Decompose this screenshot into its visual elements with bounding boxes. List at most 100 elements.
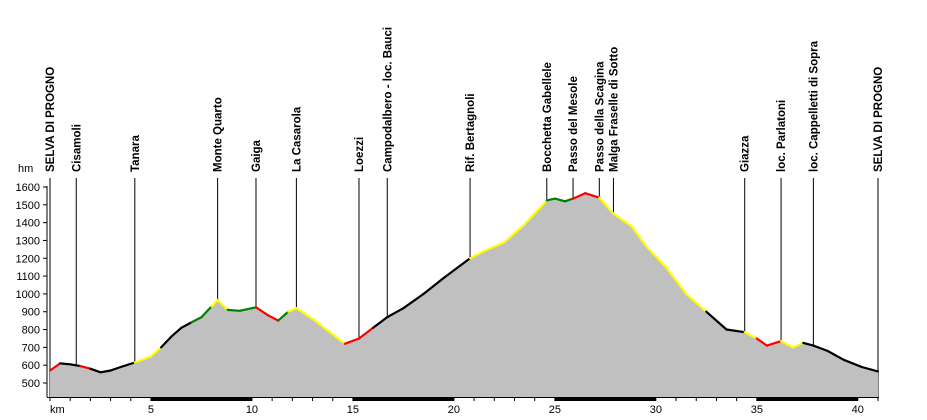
profile-segment <box>357 326 375 340</box>
x-tick-label: 35 <box>751 404 763 416</box>
profile-segment <box>545 197 557 202</box>
x-tick-label: 10 <box>246 404 258 416</box>
profile-segment <box>287 307 298 313</box>
x-tick-label: 25 <box>549 404 561 416</box>
profile-segment <box>584 192 601 199</box>
x-axis-label: km <box>50 404 65 416</box>
profile-segment <box>860 365 880 373</box>
profile-segment <box>210 299 219 308</box>
y-tick-label: 800 <box>22 325 40 337</box>
waypoint-label: Passo del Mesole <box>568 76 580 172</box>
waypoint-label: Passo della Scagina <box>594 61 606 172</box>
waypoint-label: loc. Parlatoni <box>776 100 788 172</box>
profile-segment <box>664 266 688 295</box>
profile-segment <box>133 355 153 364</box>
profile-segment <box>842 358 863 369</box>
profile-segment <box>200 305 213 319</box>
profile-segment <box>343 337 361 345</box>
waypoint-label: Cisamoli <box>71 124 83 172</box>
profile-segment <box>725 328 746 334</box>
waypoint-label: Loezzi <box>354 137 366 172</box>
x-tick-label: 15 <box>347 404 359 416</box>
profile-segment <box>826 349 845 361</box>
profile-segment <box>277 310 290 322</box>
profile-segment <box>598 196 615 215</box>
profile-segment <box>792 341 805 349</box>
profile-segment <box>58 362 72 366</box>
profile-segment <box>79 365 92 370</box>
y-ticks: 500 600 700 800 900 1000 1100 1200 1300 1400 1500 1… <box>16 182 47 390</box>
y-tick-label: 1200 <box>16 253 40 265</box>
profile-segment <box>149 346 163 358</box>
profile-segment <box>644 244 668 269</box>
profile-segment <box>89 367 102 374</box>
profile-segment <box>402 292 425 310</box>
profile-segment <box>69 363 82 368</box>
profile-segment <box>170 326 183 338</box>
profile-segment <box>802 341 815 347</box>
profile-segment <box>765 340 783 347</box>
profile-segment <box>483 241 506 253</box>
x-tick-label: 5 <box>148 404 154 416</box>
waypoint-label: loc. Cappelletti di Sopra <box>808 40 820 172</box>
profile-segment <box>630 225 647 247</box>
profile-segment <box>523 199 548 226</box>
waypoint-label: Malga Fraselle di Sotto <box>608 47 620 172</box>
y-tick-label: 1600 <box>16 182 40 194</box>
profile-segment <box>705 310 728 331</box>
profile-segment <box>386 307 405 319</box>
profile-segment <box>190 316 203 324</box>
x-scale-band <box>756 397 858 401</box>
profile-segment <box>553 197 567 203</box>
profile-area-layer <box>50 193 878 397</box>
profile-segment <box>295 307 314 320</box>
y-tick-label: 500 <box>22 378 40 390</box>
profile-segment <box>442 257 472 279</box>
waypoint-label: SELVA DI PROGNO <box>873 67 885 172</box>
profile-segment <box>612 212 633 228</box>
waypoint-label: Giazza <box>740 135 752 172</box>
profile-segment <box>267 314 280 322</box>
profile-segment <box>254 306 270 317</box>
profile-line-layer <box>48 192 880 374</box>
waypoint-label: Rif. Bertagnoli <box>465 93 477 172</box>
y-tick-label: 600 <box>22 360 40 372</box>
y-tick-label: 1400 <box>16 218 40 230</box>
profile-segment <box>503 223 526 244</box>
profile-segment <box>109 365 122 372</box>
waypoint-label: Bocchetta Gabellele <box>542 62 554 172</box>
waypoint-label: Campodalbero - loc. Bauci <box>382 27 394 172</box>
waypoint-label: Monte Quarto <box>213 97 225 172</box>
y-tick-label: 900 <box>22 307 40 319</box>
x-tick-label: 30 <box>650 404 662 416</box>
profile-segment <box>180 321 193 329</box>
y-tick-label: 1000 <box>16 289 40 301</box>
profile-segment <box>743 331 758 340</box>
waypoint-label: Gaiga <box>251 139 263 172</box>
profile-area <box>50 193 878 397</box>
waypoint-label: La Casarola <box>291 106 303 172</box>
profile-segment <box>684 292 708 313</box>
y-tick-label: 1100 <box>16 271 40 283</box>
x-tick-label: 40 <box>852 404 864 416</box>
profile-segment <box>372 316 389 329</box>
x-tick-label: 20 <box>448 404 460 416</box>
profile-segment <box>779 340 795 349</box>
y-axis-label: hm <box>18 163 33 175</box>
profile-segment <box>216 299 229 311</box>
profile-segment <box>311 317 330 333</box>
waypoint-label: Tanara <box>130 135 142 172</box>
x-ticks: 5 10 15 20 25 30 35 40 <box>49 397 879 416</box>
y-tick-label: 1500 <box>16 200 40 212</box>
profile-segment <box>119 361 136 369</box>
waypoint-label: SELVA DI PROGNO <box>45 67 57 172</box>
profile-segment <box>571 192 587 200</box>
x-scale-band <box>554 397 656 401</box>
y-tick-label: 1300 <box>16 235 40 247</box>
profile-segment <box>755 337 769 347</box>
x-scale-band <box>150 397 252 401</box>
profile-segment <box>226 308 241 312</box>
profile-segment <box>238 306 258 312</box>
profile-segment <box>160 335 173 349</box>
